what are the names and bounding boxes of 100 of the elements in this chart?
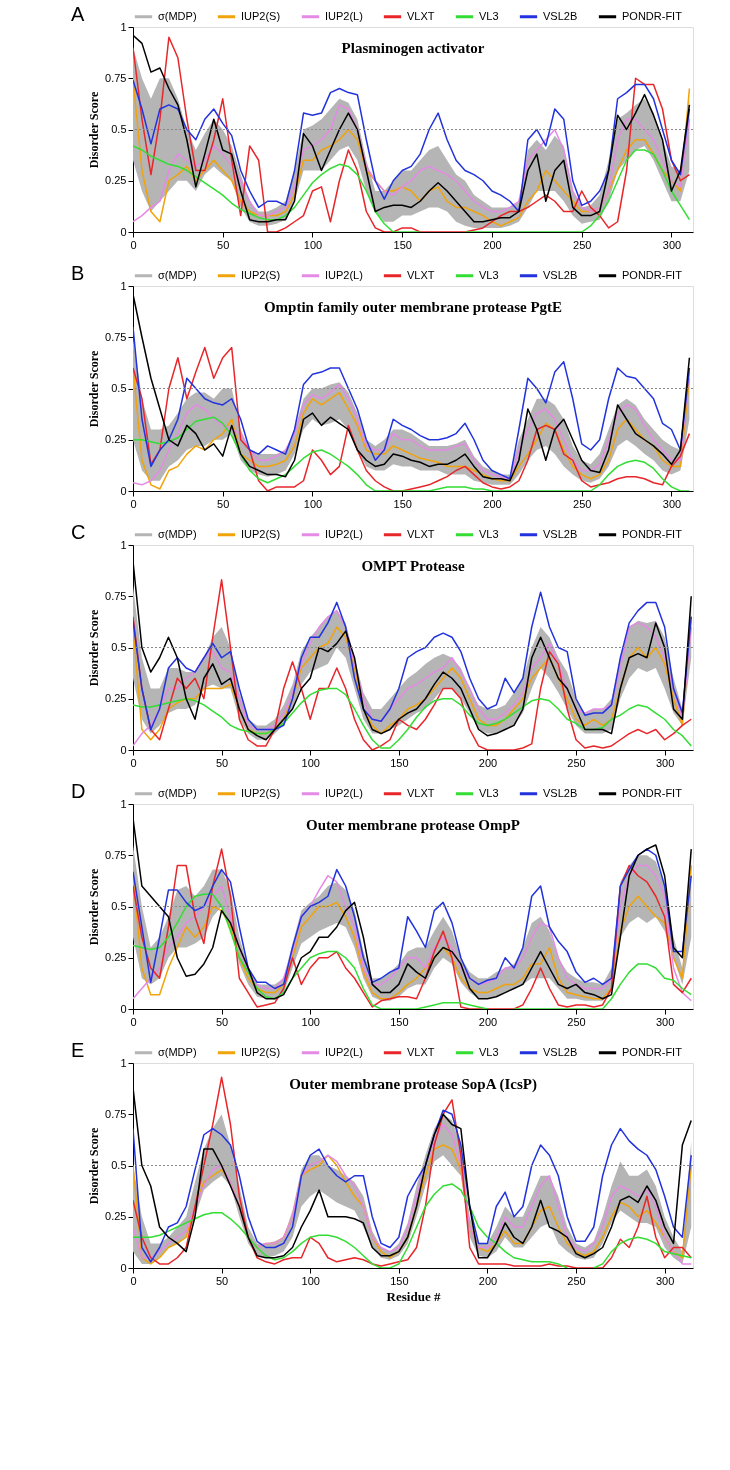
- x-tick-label: 300: [662, 238, 682, 251]
- x-tick-label: 150: [390, 1274, 409, 1287]
- legend-label: VL3: [479, 786, 499, 799]
- legend-label: σ(MDP): [158, 268, 197, 281]
- y-axis-title: Disorder Score: [87, 350, 102, 428]
- y-axis-title: Disorder Score: [87, 91, 102, 169]
- y-tick-label: 0.25: [105, 174, 127, 187]
- x-tick-label: 0: [130, 1274, 137, 1287]
- legend-label: IUP2(S): [241, 268, 281, 281]
- x-tick-label: 250: [567, 1274, 586, 1287]
- x-tick-label: 50: [215, 1274, 229, 1287]
- text: Omptin family outer membrane protease PgtE: [263, 299, 563, 315]
- legend-label: VLXT: [407, 9, 435, 22]
- x-tick-label: 150: [393, 238, 412, 251]
- legend-label: VLXT: [407, 786, 435, 799]
- y-tick-label: 0: [120, 1261, 127, 1274]
- y-tick-label: 1: [120, 1056, 127, 1069]
- legend-label: PONDR-FIT: [622, 268, 683, 281]
- x-tick-label: 0: [130, 497, 137, 510]
- y-tick-label: 0.5: [111, 382, 127, 394]
- legend-label: VL3: [479, 268, 499, 281]
- x-tick-label: 150: [390, 756, 409, 769]
- text: Outer membrane protease SopA (IcsP): [289, 1076, 537, 1093]
- legend-label: IUP2(L): [325, 786, 363, 799]
- legend-label: σ(MDP): [158, 527, 197, 540]
- y-tick-label: 0: [120, 225, 127, 238]
- y-tick-label: 1: [120, 538, 127, 551]
- y-axis-title: Disorder Score: [87, 1127, 102, 1205]
- legend-label: VL3: [479, 9, 499, 22]
- legend-label: VSL2B: [543, 1045, 578, 1058]
- legend-label: PONDR-FIT: [622, 9, 683, 22]
- legend-label: σ(MDP): [158, 786, 197, 799]
- x-tick-label: 0: [130, 238, 137, 251]
- x-tick-label: 50: [217, 497, 230, 510]
- x-tick-label: 150: [390, 1015, 409, 1028]
- legend-label: IUP2(S): [241, 786, 281, 799]
- y-tick-label: 1: [120, 279, 127, 292]
- legend-label: IUP2(L): [325, 268, 363, 281]
- y-tick-label: 0.5: [111, 900, 127, 912]
- text: C: [71, 521, 86, 543]
- legend-label: VLXT: [407, 527, 435, 540]
- y-tick-label: 0.5: [111, 1159, 127, 1171]
- text: Outer membrane protease OmpP: [306, 817, 520, 833]
- legend-label: VLXT: [407, 268, 435, 281]
- x-tick-label: 300: [655, 1274, 675, 1287]
- y-tick-label: 0: [120, 1002, 127, 1015]
- y-tick-label: 0.25: [105, 1210, 127, 1223]
- x-tick-label: 250: [573, 497, 592, 510]
- legend-label: PONDR-FIT: [622, 1045, 683, 1058]
- x-tick-label: 250: [573, 238, 592, 251]
- legend-label: IUP2(L): [325, 527, 363, 540]
- y-tick-label: 0.75: [105, 330, 127, 343]
- x-tick-label: 100: [303, 497, 323, 510]
- text: A: [71, 3, 85, 25]
- x-tick-label: 150: [393, 497, 412, 510]
- y-tick-label: 0.25: [105, 951, 127, 964]
- legend-label: VSL2B: [543, 786, 578, 799]
- legend-label: IUP2(S): [241, 527, 281, 540]
- legend-label: VL3: [479, 1045, 499, 1058]
- x-tick-label: 300: [655, 1015, 675, 1028]
- legend-label: PONDR-FIT: [622, 786, 683, 799]
- legend-label: PONDR-FIT: [622, 527, 683, 540]
- x-tick-label: 200: [478, 756, 498, 769]
- y-tick-label: 0.5: [111, 641, 127, 653]
- x-axis-title: Residue #: [386, 1288, 441, 1304]
- x-tick-label: 200: [483, 497, 502, 510]
- x-tick-label: 200: [478, 1015, 498, 1028]
- y-axis-title: Disorder Score: [87, 868, 102, 946]
- x-tick-label: 50: [215, 1015, 229, 1028]
- legend-label: VSL2B: [543, 527, 578, 540]
- line-series: [133, 104, 691, 223]
- x-tick-label: 250: [567, 756, 586, 769]
- x-tick-label: 50: [215, 756, 229, 769]
- legend-label: IUP2(L): [325, 1045, 363, 1058]
- legend-label: IUP2(S): [241, 9, 281, 22]
- x-tick-label: 100: [301, 1015, 320, 1028]
- x-tick-label: 200: [483, 238, 502, 251]
- y-axis-title: Disorder Score: [87, 609, 102, 687]
- text: D: [71, 780, 86, 802]
- text: B: [71, 262, 85, 284]
- text: OMPT Protease: [361, 558, 465, 574]
- x-tick-label: 300: [662, 497, 682, 510]
- x-tick-label: 100: [303, 238, 323, 251]
- y-tick-label: 0.75: [105, 1107, 127, 1120]
- y-tick-label: 0.75: [105, 848, 127, 861]
- legend-label: VLXT: [407, 1045, 435, 1058]
- x-tick-label: 200: [478, 1274, 498, 1287]
- y-tick-label: 1: [120, 20, 127, 33]
- y-tick-label: 0: [120, 743, 127, 756]
- text: Plasminogen activator: [341, 40, 485, 56]
- x-tick-label: 300: [655, 756, 675, 769]
- y-tick-label: 0.75: [105, 589, 127, 602]
- y-tick-label: 0.25: [105, 433, 127, 446]
- y-tick-label: 0.5: [111, 123, 127, 135]
- x-tick-label: 0: [130, 1015, 137, 1028]
- text: E: [71, 1039, 85, 1061]
- y-tick-label: 0.75: [105, 71, 127, 84]
- y-tick-label: 0: [120, 484, 127, 497]
- legend-label: IUP2(S): [241, 1045, 281, 1058]
- legend-label: VL3: [479, 527, 499, 540]
